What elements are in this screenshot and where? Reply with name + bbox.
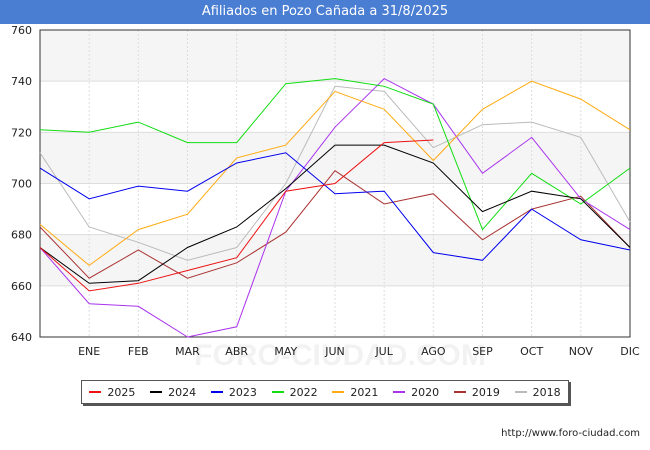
x-tick-label: MAR [175, 345, 200, 358]
series-line-2025 [39, 139, 434, 292]
legend-label: 2025 [107, 385, 136, 399]
axes: 640 660 680 700 720 740 760 ENE FEB MAR ABR MAY JUN J… [11, 24, 640, 358]
y-tick-label: 720 [11, 126, 32, 139]
legend-item-2024: 2024 [150, 386, 196, 399]
legend-item-2021: 2021 [332, 386, 378, 399]
legend-item-2025: 2025 [89, 386, 135, 399]
x-tick-label: AGO [421, 345, 446, 358]
series-line-2023 [39, 152, 631, 261]
legend-label: 2024 [168, 385, 197, 399]
source-url: http://www.foro-ciudad.com [501, 428, 640, 439]
x-tick-label: OCT [520, 345, 543, 358]
legend-item-2023: 2023 [210, 385, 257, 399]
x-tick-label: DIC [620, 345, 640, 358]
y-tick-label: 700 [11, 178, 32, 191]
legend-swatch [210, 391, 223, 393]
x-tick-label: FEB [128, 345, 149, 358]
legend-swatch [453, 391, 466, 393]
series-lines [39, 77, 631, 338]
y-tick-label: 760 [11, 24, 32, 37]
x-tick-label: ABR [225, 345, 248, 358]
series-line-2021 [39, 80, 631, 267]
y-tick-label: 740 [11, 75, 32, 88]
legend-swatch [150, 391, 163, 393]
legend-label: 2020 [411, 385, 440, 399]
legend-label: 2022 [289, 385, 318, 399]
legend-swatch [271, 391, 284, 393]
x-tick-label: JUN [324, 345, 345, 358]
legend-label: 2018 [532, 385, 561, 399]
x-tick-label: ENE [78, 345, 100, 358]
legend-item-2022: 2022 [271, 385, 318, 399]
legend-label: 2019 [471, 385, 500, 399]
legend-item-2020: 2020 [393, 386, 439, 399]
legend-swatch [89, 391, 102, 393]
legend-item-2018: 2018 [514, 385, 561, 399]
background-watermark: FORO-CIUDAD.COM [194, 339, 486, 372]
chart-title: Afiliados en Pozo Cañada a 31/8/2025 [0, 0, 650, 24]
legend-swatch [393, 391, 406, 393]
series-line-2018 [39, 85, 631, 261]
x-tick-label: JUL [374, 345, 393, 358]
x-tick-label: NOV [569, 345, 594, 358]
y-tick-label: 660 [11, 280, 32, 293]
plot-frame [39, 29, 631, 338]
x-tick-label: MAY [274, 345, 297, 358]
series-line-2020 [39, 77, 631, 338]
legend-label: 2023 [228, 385, 257, 399]
legend: 2025 2024 2023 2022 2021 2020 2019 2018 [81, 380, 569, 404]
y-tick-label: 680 [11, 229, 32, 242]
legend-item-2019: 2019 [453, 385, 500, 399]
y-tick-label: 640 [11, 331, 32, 344]
legend-swatch [514, 391, 527, 393]
legend-label: 2021 [350, 385, 379, 399]
x-tick-label: SEP [472, 345, 493, 358]
legend-swatch [332, 391, 345, 393]
series-line-2022 [39, 78, 631, 231]
series-line-2024 [39, 144, 631, 284]
